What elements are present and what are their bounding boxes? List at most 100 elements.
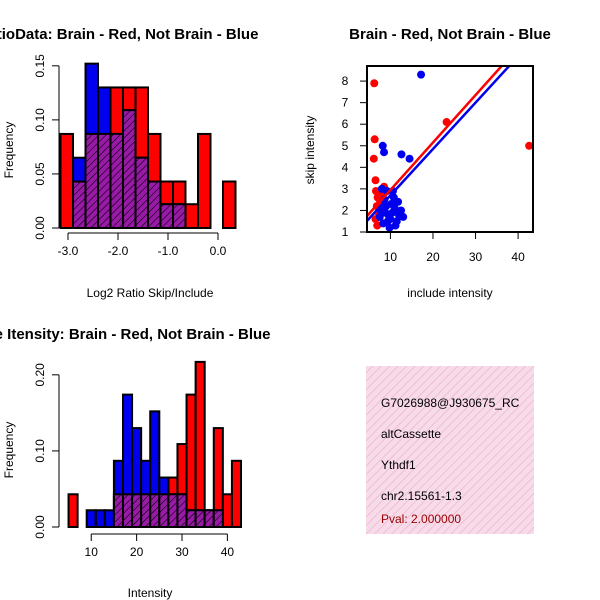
scatter-panel: Brain - Red, Not Brain - Blue 10 20 30 40 1 2… xyxy=(303,26,551,300)
intensity-red-bar xyxy=(194,360,206,528)
ratio-red-bar xyxy=(59,132,74,229)
scatter-blue-point xyxy=(399,212,408,221)
info-probe-id: G7026988@J930675_RC xyxy=(381,396,520,410)
intensity-blue-bar xyxy=(103,509,115,528)
ratio-histogram-xlabel: Log2 Ratio Skip/Include xyxy=(87,286,214,300)
scatter-y-tick-label: 6 xyxy=(342,117,349,131)
ratio-y-tick-label: 0.00 xyxy=(33,216,47,240)
scatter-x-tick-label: 30 xyxy=(469,250,483,264)
scatter-red-point xyxy=(370,135,379,144)
info-gene: Ythdf1 xyxy=(381,458,416,472)
intensity-overlap-bar xyxy=(194,509,206,528)
scatter-red-point xyxy=(525,141,533,150)
intensity-red-bar xyxy=(185,393,197,529)
intensity-blue-bar xyxy=(85,509,97,528)
ratio-histogram-axes: -3.0 -2.0 -1.0 0.0 0.00 0.05 0.10 0.15 xyxy=(33,54,227,258)
intensity-blue-bar xyxy=(94,509,106,528)
ratio-overlap-bar xyxy=(84,132,99,229)
ratio-overlap-bar xyxy=(172,203,187,229)
scatter-y-tick-label: 8 xyxy=(342,74,349,88)
ratio-overlap-bar xyxy=(159,203,174,229)
ratio-histogram-title: RatioData: Brain - Red, Not Brain - Blue xyxy=(0,26,258,43)
scatter-points xyxy=(367,66,533,232)
intensity-y-tick-label: 0.10 xyxy=(33,439,47,463)
info-pval: Pval: 2.000000 xyxy=(381,512,461,526)
intensity-overlap-bar xyxy=(203,509,215,528)
scatter-blue-point xyxy=(375,212,384,221)
scatter-y-tick-label: 5 xyxy=(342,139,349,153)
scatter-x-tick-label: 40 xyxy=(511,250,525,264)
scatter-y-tick-label: 2 xyxy=(342,203,349,217)
ratio-y-tick-label: 0.10 xyxy=(33,108,47,132)
scatter-blue-point xyxy=(381,208,390,217)
scatter-axes: 10 20 30 40 1 2 3 4 5 6 7 8 xyxy=(342,65,534,264)
intensity-overlap-bar xyxy=(131,493,143,529)
ratio-overlap-bar xyxy=(134,156,149,229)
intensity-x-tick-label: 40 xyxy=(221,545,235,559)
scatter-title: Brain - Red, Not Brain - Blue xyxy=(349,26,551,43)
intensity-red-bar xyxy=(221,493,233,529)
intensity-overlap-bar xyxy=(185,509,197,528)
intensity-histogram-title: Gene Itensity: Brain - Red, Not Brain - … xyxy=(0,326,271,343)
intensity-overlap-bar xyxy=(212,509,224,528)
ratio-y-tick-label: 0.05 xyxy=(33,162,47,186)
scatter-blue-point xyxy=(397,150,406,159)
scatter-blue-regression-line xyxy=(367,66,511,222)
info-location: chr2.15561-1.3 xyxy=(381,489,462,503)
intensity-x-tick-label: 30 xyxy=(175,545,189,559)
intensity-overlap-bar xyxy=(176,493,188,529)
ratio-x-tick-label: -1.0 xyxy=(158,244,179,258)
scatter-red-point xyxy=(371,176,380,185)
intensity-overlap-bar xyxy=(158,493,170,529)
scatter-blue-point xyxy=(394,197,403,206)
ratio-x-tick-label: -2.0 xyxy=(108,244,129,258)
intensity-overlap-bar xyxy=(140,493,152,529)
intensity-histogram-panel: Gene Itensity: Brain - Red, Not Brain - … xyxy=(0,326,271,600)
ratio-overlap-bar xyxy=(147,180,162,230)
intensity-overlap-bar xyxy=(149,493,161,529)
ratio-overlap-bar xyxy=(72,180,87,230)
ratio-overlap-bar xyxy=(122,109,137,229)
intensity-overlap-bar xyxy=(112,493,125,529)
intensity-y-tick-label: 0.20 xyxy=(33,363,47,387)
intensity-overlap-bar xyxy=(167,493,179,529)
info-box: G7026988@J930675_RC altCassette Ythdf1 c… xyxy=(366,366,534,534)
intensity-x-tick-label: 20 xyxy=(130,545,144,559)
scatter-blue-point xyxy=(383,217,392,226)
intensity-x-tick-label: 10 xyxy=(85,545,99,559)
ratio-x-tick-label: 0.0 xyxy=(210,244,227,258)
info-event-type: altCassette xyxy=(381,427,441,441)
ratio-overlap-bar xyxy=(109,132,124,229)
scatter-blue-point xyxy=(397,206,406,215)
intensity-histogram-ylabel: Frequency xyxy=(2,422,16,479)
intensity-histogram-axes: 10 20 30 40 0.00 0.10 0.20 xyxy=(33,363,234,559)
intensity-overlap-bar xyxy=(122,493,134,529)
scatter-y-tick-label: 4 xyxy=(342,160,349,174)
ratio-red-bar xyxy=(197,132,212,229)
ratio-histogram-ylabel: Frequency xyxy=(2,122,16,179)
ratio-red-bar xyxy=(184,203,199,229)
scatter-red-regression-line xyxy=(367,66,504,217)
ratio-y-tick-label: 0.15 xyxy=(33,54,47,78)
scatter-x-tick-label: 10 xyxy=(384,250,398,264)
intensity-histogram-bars xyxy=(67,360,243,529)
ratio-red-bar xyxy=(222,180,237,230)
ratio-histogram-bars xyxy=(59,62,237,230)
scatter-plot-box xyxy=(366,65,534,233)
info-box-background xyxy=(366,366,534,534)
scatter-blue-point xyxy=(378,141,387,150)
intensity-red-bar xyxy=(67,493,79,529)
intensity-y-tick-label: 0.00 xyxy=(33,515,47,539)
scatter-xlabel: include intensity xyxy=(407,286,492,300)
scatter-ylabel: skip intensity xyxy=(303,116,317,185)
ratio-histogram-panel: RatioData: Brain - Red, Not Brain - Blue… xyxy=(0,26,258,300)
scatter-red-point xyxy=(369,154,378,163)
intensity-red-bar xyxy=(230,459,243,529)
scatter-y-tick-label: 1 xyxy=(342,225,349,239)
ratio-x-tick-label: -3.0 xyxy=(58,244,79,258)
ratio-overlap-bar xyxy=(97,132,112,229)
scatter-x-tick-label: 20 xyxy=(426,250,440,264)
scatter-blue-point xyxy=(380,148,389,157)
scatter-blue-point xyxy=(405,154,414,163)
